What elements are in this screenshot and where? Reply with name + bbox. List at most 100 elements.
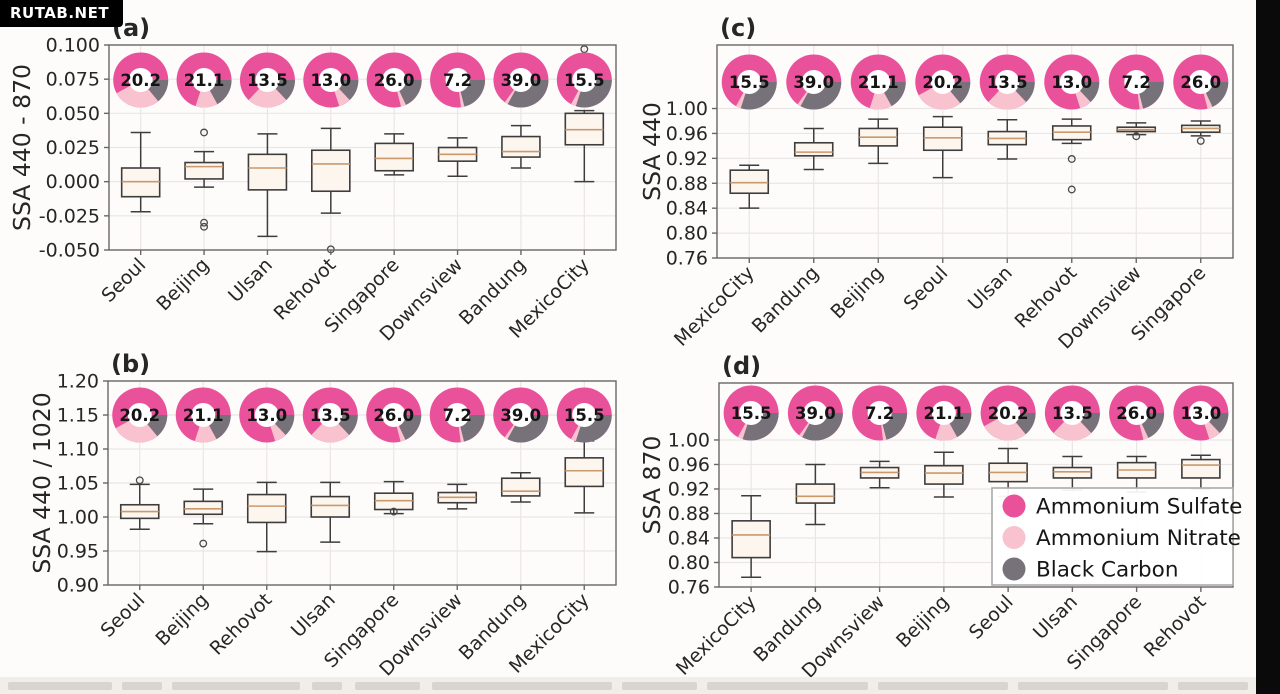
donut-hole xyxy=(572,403,597,427)
y-tick-label: -0.050 xyxy=(39,240,100,262)
donut-value-label: 7.2 xyxy=(443,71,472,90)
donut-hole xyxy=(508,403,533,427)
donut-value-label: 13.5 xyxy=(310,406,351,425)
donut-hole xyxy=(1124,70,1149,94)
composition-donut-Seoul: 20.2 xyxy=(112,387,168,443)
y-tick-label: 1.10 xyxy=(57,439,99,461)
outlier-marker xyxy=(135,476,144,485)
composition-donut-Beijing: 21.1 xyxy=(916,385,972,441)
donut-hole xyxy=(192,68,217,92)
panel-letter: (c) xyxy=(720,14,756,42)
box-iqr xyxy=(501,135,541,158)
donut-value-label: 15.5 xyxy=(729,73,770,92)
y-tick-label: 0.100 xyxy=(46,35,100,57)
composition-donut-Beijing: 21.1 xyxy=(850,54,906,110)
box-iqr xyxy=(795,483,836,504)
y-tick-label: 0.88 xyxy=(666,173,708,195)
caption-text-block xyxy=(8,682,112,690)
donut-value-label: 39.0 xyxy=(500,406,541,425)
panel-a: 20.2 21.1 13.5 13.0 26.0 7.2 39.0 15.5 0.100 0.07… xyxy=(8,14,617,346)
composition-donut-Rehovot: 13.0 xyxy=(1044,54,1100,110)
donut-value-label: 13.0 xyxy=(310,71,351,90)
box-iqr xyxy=(310,495,351,518)
outlier-marker xyxy=(1196,136,1205,145)
y-tick-label: -0.025 xyxy=(39,205,100,227)
y-tick-label: 0.075 xyxy=(46,69,100,91)
city-label: Ulsan xyxy=(1029,591,1082,644)
composition-donut-Downsview: 7.2 xyxy=(429,387,485,443)
composition-donut-Downsview: 7.2 xyxy=(852,385,908,441)
composition-donut-MexicoCity: 15.5 xyxy=(556,52,612,108)
boxplot-Downsview xyxy=(1116,122,1157,141)
city-label: MexicoCity xyxy=(672,591,761,680)
composition-donut-Singapore: 26.0 xyxy=(366,387,422,443)
donut-hole xyxy=(318,403,343,427)
composition-donut-Downsview: 7.2 xyxy=(1108,54,1164,110)
donut-hole xyxy=(381,403,406,427)
y-tick-label: 0.80 xyxy=(666,223,708,245)
city-label: MexicoCity xyxy=(670,262,759,351)
boxplot-Singapore xyxy=(373,480,414,516)
y-tick-label: 0.84 xyxy=(666,198,708,220)
donut-value-label: 39.0 xyxy=(793,73,834,92)
box-iqr xyxy=(729,169,770,195)
donut-value-label: 13.0 xyxy=(1051,73,1092,92)
composition-donut-Ulsan: 13.5 xyxy=(302,387,358,443)
caption-text-block xyxy=(312,682,342,690)
nitrate-slice xyxy=(194,415,217,443)
boxplot-Ulsan xyxy=(987,118,1028,160)
composition-donut-Seoul: 20.2 xyxy=(113,52,169,108)
boxplot-Singapore xyxy=(374,133,414,176)
city-label: Beijing xyxy=(892,591,953,652)
city-label: Seoul xyxy=(97,254,150,307)
city-label: Seoul xyxy=(96,589,149,642)
donut-value-label: 39.0 xyxy=(501,71,542,90)
donut-value-label: 20.2 xyxy=(120,71,161,90)
plot-border xyxy=(716,44,1234,259)
box-iqr xyxy=(184,161,224,180)
y-tick-label: 0.76 xyxy=(666,248,708,270)
panel-letter: (b) xyxy=(111,350,150,378)
boxplot-Bandung xyxy=(793,127,834,171)
composition-donut-Singapore: 26.0 xyxy=(1109,385,1165,441)
donut-value-label: 15.5 xyxy=(564,71,605,90)
y-tick-label: 0.90 xyxy=(57,575,99,597)
box-iqr xyxy=(731,520,771,559)
boxplot-Downsview xyxy=(437,483,478,510)
composition-donut-Bandung: 39.0 xyxy=(786,54,842,110)
nitrate-slice xyxy=(195,80,218,108)
donut-hole xyxy=(1188,70,1213,94)
y-tick-label: 0.95 xyxy=(57,541,99,563)
donut-hole xyxy=(801,70,826,94)
box-iqr xyxy=(500,477,541,497)
nitrate-slice xyxy=(1053,413,1092,441)
box-iqr xyxy=(922,126,963,152)
donut-value-label: 26.0 xyxy=(1116,404,1157,423)
boxplot-Ulsan xyxy=(1052,455,1093,491)
outlier-marker xyxy=(1067,185,1076,194)
composition-donut-MexicoCity: 15.5 xyxy=(721,54,777,110)
y-tick-label: 1.00 xyxy=(57,507,99,529)
box-iqr xyxy=(793,141,834,157)
outlier-marker xyxy=(580,45,589,54)
boxplot-Singapore xyxy=(1116,455,1157,493)
city-label: Rehovot xyxy=(1140,591,1211,662)
watermark-text: RUTAB.NET xyxy=(10,4,110,22)
y-tick-label: 0.84 xyxy=(668,527,710,549)
panel-letter: (d) xyxy=(722,352,761,380)
city-label: Seoul xyxy=(965,591,1018,644)
y-tick-label: 0.96 xyxy=(666,123,708,145)
boxplot-Seoul xyxy=(922,115,963,179)
legend-dot-black_carbon xyxy=(1002,557,1026,581)
composition-donut-Ulsan: 13.5 xyxy=(239,52,295,108)
y-tick-label: 0.025 xyxy=(46,137,100,159)
nitrate-slice xyxy=(869,82,892,110)
y-tick-label: 0.80 xyxy=(668,552,710,574)
composition-donut-MexicoCity: 15.5 xyxy=(723,385,779,441)
composition-donut-Ulsan: 13.5 xyxy=(1044,385,1100,441)
boxplot-Seoul xyxy=(119,476,160,530)
composition-donut-Beijing: 21.1 xyxy=(176,52,232,108)
box-iqr xyxy=(374,142,414,172)
